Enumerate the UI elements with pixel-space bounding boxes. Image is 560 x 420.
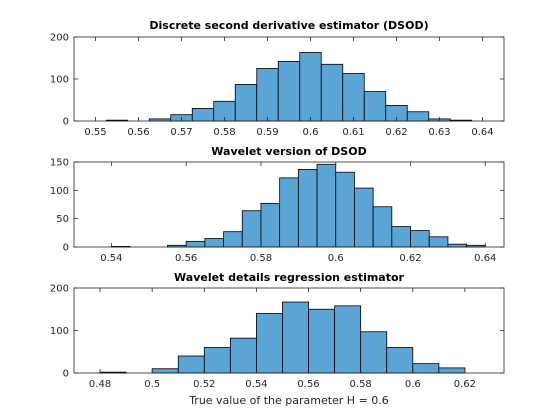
histogram-bar xyxy=(406,111,430,122)
x-tick-label: 0.62 xyxy=(454,379,476,390)
y-tick-label: 50 xyxy=(56,214,69,225)
histogram-bar xyxy=(308,308,336,374)
x-tick-label: 0.57 xyxy=(170,127,192,138)
histogram-bar xyxy=(279,177,299,248)
x-axis-label: True value of the parameter H = 0.6 xyxy=(188,394,389,407)
x-tick-label: 0.58 xyxy=(250,253,272,264)
histogram-bar xyxy=(299,52,322,122)
histogram-bar xyxy=(241,210,262,248)
x-tick-label: 0.58 xyxy=(213,127,235,138)
histogram-bar xyxy=(316,163,337,248)
x-tick-label: 0.62 xyxy=(399,253,421,264)
histogram-bar xyxy=(277,60,301,122)
histogram-bar xyxy=(372,206,393,248)
x-tick-label: 0.56 xyxy=(127,127,149,138)
x-tick-label: 0.6 xyxy=(303,127,319,138)
histogram-bar xyxy=(320,63,344,122)
histogram-bar xyxy=(360,331,388,374)
x-tick-label: 0.61 xyxy=(342,127,364,138)
histogram-panel-wavelet-regression: Wavelet details regression estimator Tru… xyxy=(50,271,505,407)
histogram-bar xyxy=(447,243,468,248)
histogram-bar xyxy=(204,238,224,248)
histogram-bar xyxy=(223,231,243,248)
x-tick-label: 0.48 xyxy=(89,379,111,390)
x-tick-label: 0.52 xyxy=(193,379,215,390)
x-tick-label: 0.56 xyxy=(175,253,197,264)
histogram-bar xyxy=(185,240,206,248)
x-tick-label: 0.64 xyxy=(474,253,496,264)
x-tick-label: 0.62 xyxy=(385,127,407,138)
histogram-bar xyxy=(335,171,355,248)
histogram-bar xyxy=(386,347,414,374)
x-tick-label: 0.6 xyxy=(328,253,344,264)
histogram-bar xyxy=(363,91,387,122)
histogram-bar xyxy=(334,305,362,374)
histogram-panel-dsod: Discrete second derivative estimator (DS… xyxy=(50,19,505,138)
histogram-panel-wavelet-dsod: Wavelet version of DSOD 0.54 0.56 0.58 0.6 0… xyxy=(50,145,505,264)
y-tick-label: 100 xyxy=(50,75,69,86)
x-tick-label: 0.5 xyxy=(144,379,160,390)
histogram-bar xyxy=(354,187,374,248)
histogram-bar xyxy=(260,202,281,248)
histogram-bar xyxy=(282,301,309,374)
y-tick-label: 0 xyxy=(63,117,69,128)
histogram-bar xyxy=(203,347,231,374)
x-tick-label: 0.6 xyxy=(405,379,421,390)
histogram-bar xyxy=(428,236,449,248)
y-tick-label: 200 xyxy=(50,33,69,44)
histogram-bar xyxy=(234,84,258,122)
x-tick-label: 0.55 xyxy=(84,127,106,138)
x-tick-label: 0.54 xyxy=(100,253,122,264)
histogram-bar xyxy=(342,73,365,122)
y-tick-label: 200 xyxy=(50,284,69,295)
histogram-bar xyxy=(297,168,318,248)
x-tick-label: 0.56 xyxy=(297,379,319,390)
y-tick-label: 0 xyxy=(63,369,69,380)
chart-title: Wavelet details regression estimator xyxy=(174,271,405,284)
chart-title: Wavelet version of DSOD xyxy=(211,145,366,158)
y-tick-label: 150 xyxy=(50,158,69,169)
x-tick-label: 0.64 xyxy=(471,127,493,138)
histogram-bar xyxy=(191,108,215,122)
x-tick-label: 0.58 xyxy=(350,379,372,390)
x-tick-label: 0.63 xyxy=(428,127,450,138)
histogram-bar xyxy=(391,226,411,248)
axes-box xyxy=(73,161,505,248)
x-tick-label: 0.59 xyxy=(256,127,278,138)
histogram-bar xyxy=(177,355,205,374)
histogram-bar xyxy=(438,367,466,374)
histogram-bar xyxy=(151,368,179,374)
y-tick-label: 100 xyxy=(50,326,69,337)
histogram-bar xyxy=(410,230,430,248)
chart-title: Discrete second derivative estimator (DS… xyxy=(149,19,428,32)
histogram-bar xyxy=(256,68,279,122)
histogram-bar xyxy=(412,363,440,374)
x-tick-label: 0.54 xyxy=(245,379,267,390)
histogram-bar xyxy=(256,313,283,374)
histogram-bar xyxy=(229,337,257,374)
y-tick-label: 0 xyxy=(63,243,69,254)
y-tick-label: 100 xyxy=(50,186,69,197)
